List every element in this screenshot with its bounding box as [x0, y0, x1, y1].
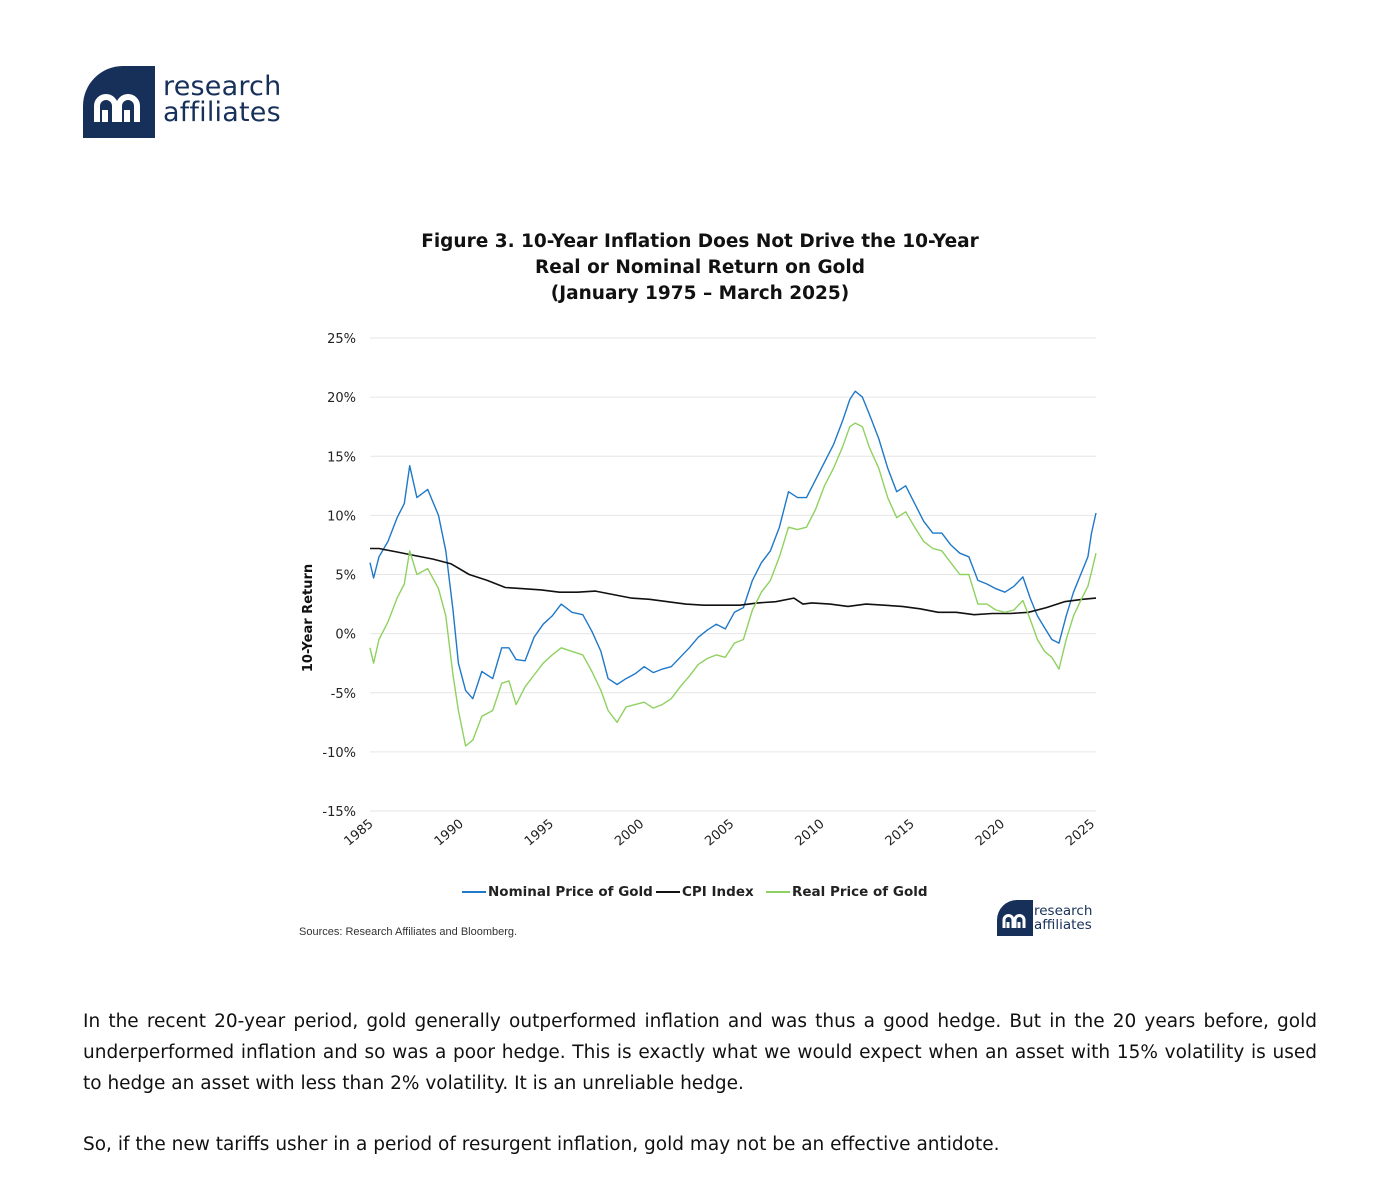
y-tick-label: -15%	[322, 805, 356, 820]
series-line-nominal-gold	[369, 390, 1097, 700]
x-tick-labels: 1985 1990 1995 2000 2005 2010 2015 2020 2025	[342, 817, 1098, 850]
x-tick-label: 2025	[1063, 817, 1098, 850]
legend-swatch	[656, 891, 680, 893]
figure-title-line: (January 1975 – March 2025)	[550, 283, 850, 304]
article-body: In the recent 20-year period, gold gener…	[83, 1006, 1317, 1160]
legend-swatch	[462, 891, 486, 893]
y-tick-label: -5%	[331, 687, 356, 702]
figure-source: Sources: Research Affiliates and Bloombe…	[299, 926, 518, 938]
y-tick-label: 0%	[335, 628, 356, 643]
legend-item-real: Real Price of Gold	[766, 884, 928, 900]
x-tick-label: 2005	[702, 817, 737, 850]
x-tick-label: 1990	[432, 817, 467, 850]
y-tick-label: 15%	[327, 450, 356, 465]
x-tick-label: 1985	[342, 817, 377, 850]
figure-title-line: Figure 3. 10-Year Inflation Does Not Dri…	[421, 231, 979, 252]
y-tick-label: -10%	[322, 746, 356, 761]
x-tick-label: 1995	[522, 817, 557, 850]
body-paragraph: In the recent 20-year period, gold gener…	[83, 1011, 1317, 1094]
series-line-cpi-index	[370, 547, 1097, 616]
y-tick-label: 25%	[327, 332, 356, 347]
y-tick-label: 5%	[335, 569, 356, 584]
series-line-real-gold	[369, 422, 1097, 747]
chart-legend: Nominal Price of Gold CPI Index Real Pri…	[450, 884, 950, 904]
research-affiliates-logo: research affiliates	[83, 66, 303, 138]
x-tick-label: 2020	[973, 817, 1008, 850]
legend-swatch	[766, 891, 790, 893]
brand-mark-icon	[83, 66, 155, 138]
y-tick-label: 20%	[327, 391, 356, 406]
brand-mark-icon	[997, 900, 1033, 936]
figure-title-line: Real or Nominal Return on Gold	[535, 257, 865, 278]
series-lines	[369, 390, 1097, 747]
grid-lines	[370, 337, 1096, 812]
logo-wordmark: research affiliates	[163, 71, 282, 128]
y-tick-labels: 25% 20% 15% 10% 5% 0% -5% -10% -15%	[322, 332, 356, 820]
logo-wordmark: research affiliates	[1034, 903, 1093, 933]
research-affiliates-logo-small: research affiliates	[997, 900, 1107, 940]
x-tick-label: 2010	[793, 817, 828, 850]
legend-item-cpi: CPI Index	[656, 884, 754, 900]
x-tick-label: 2000	[612, 817, 647, 850]
legend-item-nominal: Nominal Price of Gold	[462, 884, 653, 900]
body-paragraph: So, if the new tariffs usher in a period…	[83, 1134, 1000, 1155]
y-tick-label: 10%	[327, 509, 356, 524]
x-tick-label: 2015	[883, 817, 918, 850]
figure-title: Figure 3. 10-Year Inflation Does Not Dri…	[300, 229, 1100, 307]
y-axis-label: 10-Year Return	[301, 564, 316, 672]
gold-return-chart: 25% 20% 15% 10% 5% 0% -5% -10% -15% 1985 1990 1995…	[301, 332, 1098, 850]
